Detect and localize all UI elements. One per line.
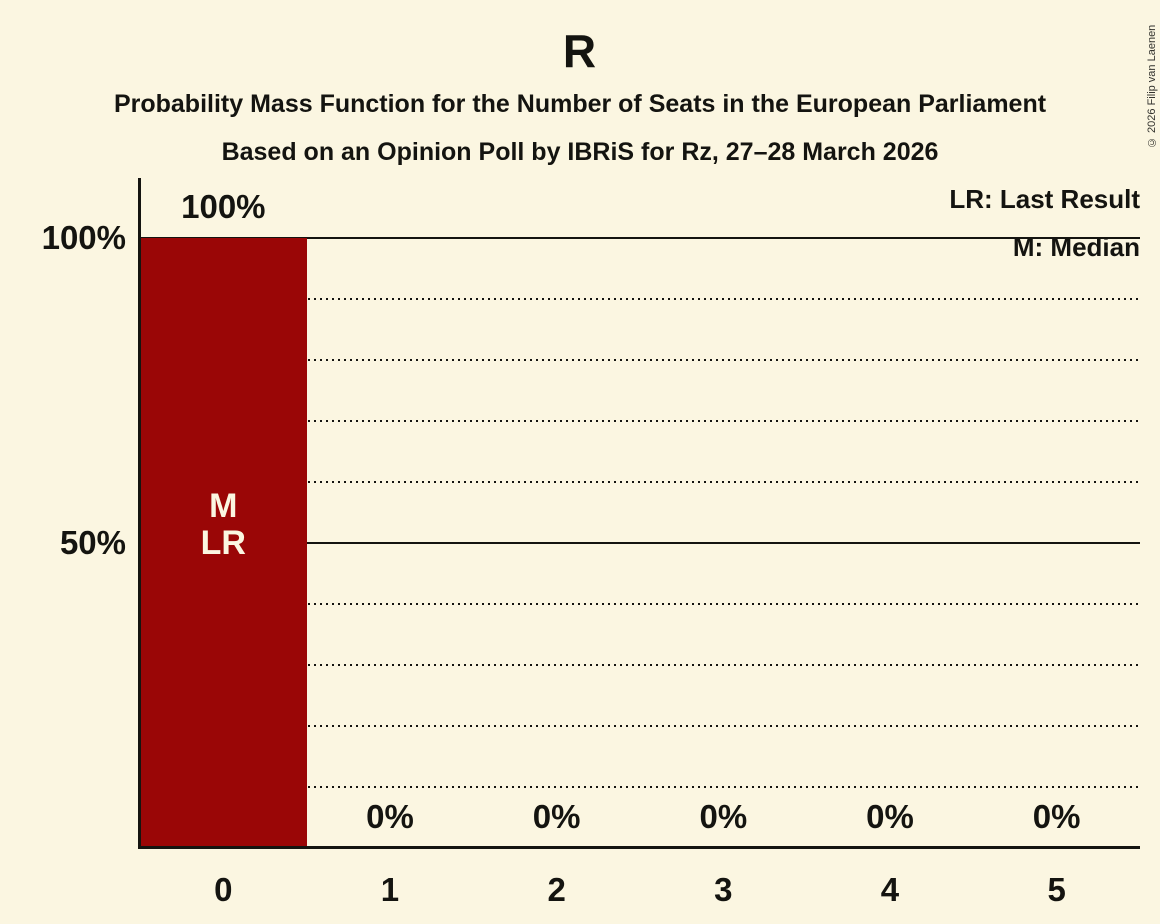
dotted-gridline — [140, 298, 1140, 300]
bar-value-label: 0% — [866, 798, 914, 835]
plot-area: M LR 100% 0 0% 1 0% 2 0% 3 0% 4 0% 5 — [140, 182, 1140, 908]
x-tick-label: 1 — [380, 871, 400, 908]
legend-median: M: Median — [1012, 232, 1140, 262]
copyright-notice: © 2026 Filip van Laenen — [1146, 24, 1158, 148]
chart-title: R — [562, 25, 598, 77]
dotted-gridline — [140, 725, 1140, 727]
dotted-gridline — [140, 664, 1140, 666]
dotted-gridline — [140, 786, 1140, 788]
x-tick-label: 4 — [880, 871, 900, 908]
dotted-gridline — [140, 420, 1140, 422]
chart-subtitle-line1: Probability Mass Function for the Number… — [113, 90, 1047, 118]
y-axis-tick-labels: 100% 50% — [0, 0, 126, 924]
dotted-gridline — [140, 359, 1140, 361]
dotted-gridline — [140, 481, 1140, 483]
x-tick-label: 2 — [547, 871, 566, 908]
solid-gridline — [140, 237, 1140, 239]
y-tick-label: 100% — [41, 219, 126, 256]
solid-gridline — [140, 542, 1140, 544]
bar-value-label: 0% — [532, 798, 581, 835]
bar-value-label: 0% — [699, 798, 748, 835]
bar-value-label: 0% — [1032, 798, 1081, 835]
dotted-gridline — [140, 603, 1140, 605]
y-axis-line — [138, 178, 141, 849]
chart-subtitle-line2: Based on an Opinion Poll by IBRiS for Rz… — [221, 138, 939, 166]
x-tick-label: 3 — [714, 871, 733, 908]
bar-value-label: 100% — [181, 188, 266, 225]
bar-annotation: M LR — [200, 487, 246, 562]
y-tick-label: 50% — [59, 524, 126, 561]
legend-last-result: LR: Last Result — [949, 184, 1140, 214]
x-axis-line — [138, 846, 1140, 849]
x-tick-label: 5 — [1047, 871, 1066, 908]
bar — [140, 238, 307, 848]
bar-value-label: 0% — [366, 798, 414, 835]
x-tick-label: 0 — [214, 871, 233, 908]
